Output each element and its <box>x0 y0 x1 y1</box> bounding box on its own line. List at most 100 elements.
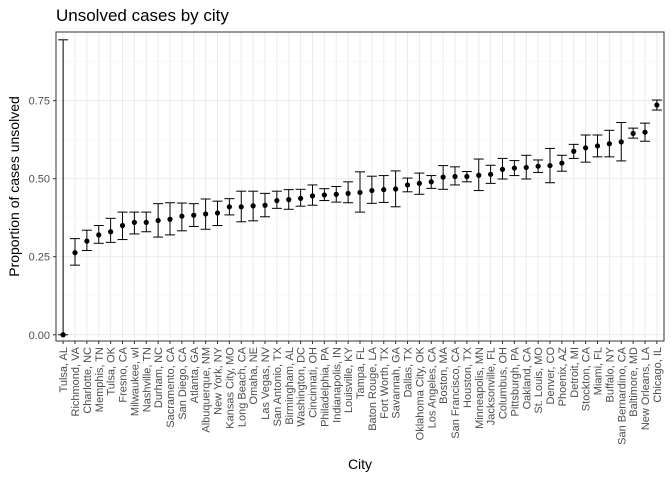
x-tick-label: Los Angeles, CA <box>426 346 438 428</box>
data-point <box>642 129 648 135</box>
data-point <box>60 332 66 338</box>
data-point <box>155 217 161 224</box>
data-point <box>393 186 399 192</box>
x-tick-label: Atlanta, GA <box>189 346 201 403</box>
x-tick-label: Memphis, TN <box>94 347 106 412</box>
x-tick-label: Omaha, NE <box>248 347 260 404</box>
data-point <box>143 219 149 225</box>
x-tick-label: Oklahoma City, OK <box>414 346 426 440</box>
x-tick-label: Phoenix, AZ <box>557 347 569 407</box>
x-tick-label: Kansas City, MO <box>224 347 236 429</box>
x-tick-label: Oakland, CA <box>521 346 533 409</box>
x-tick-label: San Bernardino, CA <box>616 346 628 444</box>
x-tick-label: Philadelphia, PA <box>319 346 331 427</box>
x-tick-label: Las Vegas, NV <box>260 346 272 419</box>
x-tick-label: Fresno, CA <box>118 346 130 402</box>
x-tick-label: Chicago, IL <box>652 347 664 403</box>
data-point <box>404 182 411 188</box>
x-tick-label: Charlotte, NC <box>82 347 94 414</box>
x-tick-label: Cincinnati, OH <box>308 347 320 418</box>
data-point <box>214 210 221 216</box>
data-point <box>606 141 612 147</box>
x-tick-label: Louisville, KY <box>343 346 355 413</box>
x-tick-label: Long Beach, CA <box>236 346 248 427</box>
data-point <box>618 139 624 145</box>
data-point <box>381 187 387 193</box>
x-axis: Tulsa, AL Richmond, VA Charlotte, NC Memphi… <box>58 341 664 445</box>
x-tick-label: San Diego, CA <box>177 346 189 419</box>
data-point <box>535 163 541 169</box>
x-axis-title: City <box>348 456 372 472</box>
x-tick-label: Fort Worth, TX <box>379 346 391 418</box>
x-tick-label: Columbus, OH <box>498 347 510 419</box>
data-point <box>452 173 458 180</box>
x-tick-label: Washington, DC <box>296 347 308 427</box>
data-point <box>523 164 529 171</box>
x-tick-label: Birmingham, AL <box>284 347 296 425</box>
y-axis-title: Proportion of cases unsolved <box>6 96 22 277</box>
data-point <box>583 145 589 151</box>
data-point <box>238 204 244 210</box>
data-point <box>203 211 209 217</box>
x-tick-label: Jacksonville, FL <box>486 347 498 425</box>
x-tick-label: Buffalo, NY <box>604 346 616 402</box>
x-tick-label: Durham, NC <box>153 347 165 408</box>
x-tick-label: St. Louis, MO <box>533 347 545 414</box>
x-tick-label: New York, NY <box>213 346 225 415</box>
data-point <box>654 102 660 108</box>
data-point <box>286 197 292 203</box>
x-tick-label: Richmond, VA <box>70 346 82 416</box>
data-point <box>321 192 327 198</box>
data-point <box>440 174 446 180</box>
x-tick-label: Sacramento, CA <box>165 346 177 427</box>
x-tick-label: Detroit, MI <box>569 347 581 398</box>
x-tick-label: Albuquerque, NM <box>201 347 213 433</box>
x-tick-label: Minneapolis, MN <box>474 347 486 429</box>
data-point <box>571 148 577 154</box>
data-point <box>464 173 470 180</box>
x-tick-label: Houston, TX <box>462 346 474 408</box>
x-tick-label: Nashville, TN <box>141 347 153 412</box>
data-point <box>547 162 553 169</box>
data-point <box>191 212 197 218</box>
data-point <box>559 160 565 166</box>
data-point <box>369 187 375 194</box>
y-tick-label: 0.50 <box>29 174 50 186</box>
data-point <box>345 190 351 196</box>
data-point <box>488 171 494 177</box>
x-tick-label: Boston, MA <box>438 346 450 404</box>
data-point <box>262 202 268 208</box>
chart-title: Unsolved cases by city <box>56 6 229 25</box>
y-tick-label: 0.75 <box>29 96 50 108</box>
data-point <box>416 180 422 186</box>
data-point <box>333 191 339 197</box>
x-tick-label: San Francisco, CA <box>450 346 462 438</box>
y-axis: 0.00 0.25 0.50 0.75 <box>29 96 56 342</box>
points <box>60 102 660 338</box>
x-tick-label: Pittsburgh, PA <box>509 346 521 416</box>
data-point <box>309 193 316 199</box>
data-point <box>96 232 102 238</box>
data-point <box>72 250 78 256</box>
data-point <box>630 130 636 137</box>
x-tick-label: Denver, CO <box>545 347 557 405</box>
x-tick-label: Milwaukee, wI <box>129 347 141 416</box>
data-point <box>167 216 173 222</box>
x-tick-label: Tampa, FL <box>355 347 367 399</box>
data-point <box>511 165 517 171</box>
x-tick-label: Dallas, TX <box>403 346 415 397</box>
data-point <box>119 222 126 229</box>
data-point <box>499 166 506 172</box>
x-tick-label: Tulsa, OK <box>106 346 118 395</box>
data-point <box>84 238 90 244</box>
x-tick-label: Miami, FL <box>593 347 605 395</box>
data-point <box>131 219 137 225</box>
data-point <box>428 179 434 185</box>
y-tick-label: 0.25 <box>29 252 50 264</box>
x-tick-label: Indianapolis, IN <box>331 347 343 423</box>
x-tick-label: Baltimore, MD <box>628 347 640 417</box>
data-point <box>274 197 280 204</box>
x-tick-label: Tulsa, AL <box>58 347 70 392</box>
x-tick-label: Savannah, GA <box>391 346 403 418</box>
x-tick-label: San Antonio, TX <box>272 346 284 426</box>
